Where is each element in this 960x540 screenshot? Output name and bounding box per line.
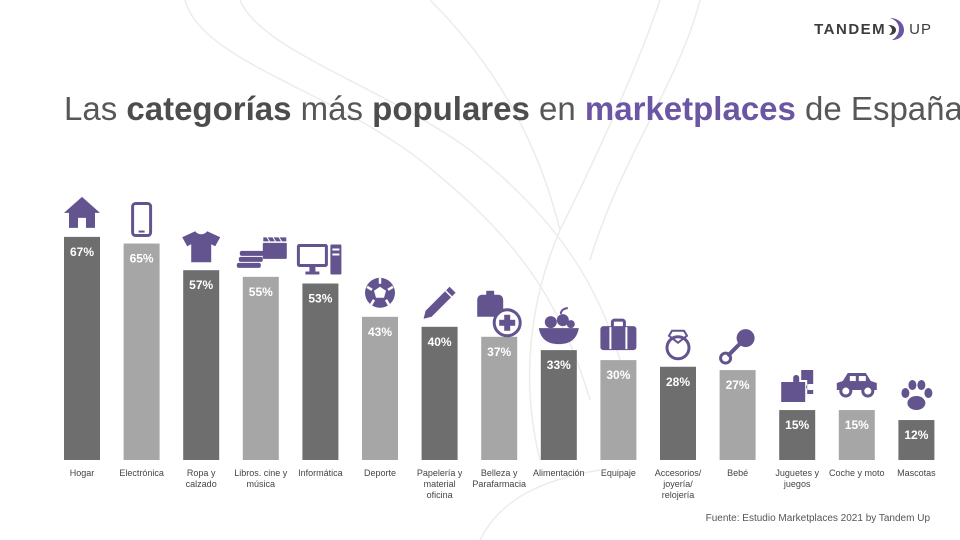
smartphone-icon [131, 202, 153, 238]
category-label: Equipaje [601, 468, 636, 478]
bar-value-label: 40% [428, 335, 452, 349]
bar-equipaje [600, 360, 637, 460]
bar-bebe [719, 370, 756, 460]
category-label: Libros. cine y música [234, 468, 288, 489]
bar-value-label: 33% [547, 358, 571, 372]
bar-value-label: 27% [726, 378, 750, 392]
bar-coche-y-moto [838, 410, 875, 460]
bar-belleza-y-parafarmacia [481, 336, 518, 460]
puzzle-icon [781, 370, 814, 403]
house-icon [64, 196, 100, 228]
bar-juguetes-y-juegos [779, 410, 816, 460]
category-label: Mascotas [897, 468, 936, 478]
pencil-icon [423, 286, 456, 319]
bar-value-label: 28% [666, 375, 690, 389]
bar-value-label: 37% [487, 345, 511, 359]
category-label: Informática [298, 468, 343, 478]
title-part-3: en [529, 90, 585, 127]
bar-value-label: 43% [368, 325, 392, 339]
books-clapperboard-icon [236, 236, 288, 268]
bar-value-label: 12% [904, 428, 928, 442]
bar-informatica [302, 283, 339, 460]
title-part-2: más [291, 90, 373, 127]
title-bold-populares: populares [372, 90, 530, 127]
bar-accesorios-joyeria-relojeria [660, 366, 696, 460]
tandem-up-logo: TANDEM UP [814, 16, 932, 42]
soccer-ball-icon [365, 277, 395, 308]
category-label: Papelería y material oficina [417, 468, 463, 500]
tshirt-icon [182, 231, 221, 263]
category-label: Ropa y calzado [186, 468, 217, 489]
category-label: Hogar [70, 468, 95, 478]
car-icon [836, 373, 877, 398]
suitcase-icon [600, 318, 637, 351]
logo-word-up: UP [909, 20, 932, 38]
category-label: Alimentación [533, 468, 585, 478]
bar-value-label: 30% [606, 368, 630, 382]
fruit-bowl-icon [538, 307, 579, 345]
category-label: Bebé [727, 468, 748, 478]
desktop-computer-icon [296, 244, 342, 275]
page-title: Las categorías más populares en marketpl… [64, 90, 960, 128]
category-label: Electrónica [119, 468, 164, 478]
category-label: Belleza y Parafarmacia [472, 468, 526, 489]
ring-icon [665, 329, 691, 361]
title-part-1: Las [64, 90, 127, 127]
category-label: Coche y moto [829, 468, 885, 478]
source-note: Fuente: Estudio Marketplaces 2021 by Tan… [705, 513, 930, 524]
bar-electronica [123, 243, 160, 460]
bar-papeleria-y-material-oficina [421, 326, 458, 460]
paw-icon [901, 380, 933, 411]
logo-word-tandem: TANDEM [814, 20, 887, 38]
logo-swoosh-icon [888, 18, 905, 40]
bar-value-label: 53% [308, 292, 332, 306]
bar-hogar [64, 236, 100, 460]
title-accent-marketplaces: marketplaces [584, 90, 796, 127]
bar-value-label: 15% [785, 418, 809, 432]
bar-mascotas [898, 420, 935, 460]
bar-value-label: 55% [249, 285, 273, 299]
baby-rattle-icon [719, 329, 755, 365]
title-part-4: de España [795, 90, 960, 127]
perfume-medical-cross-icon [477, 290, 522, 338]
category-label: Juguetes y juegos [775, 468, 819, 489]
bar-ropa-y-calzado [183, 270, 220, 460]
bar-alimentacion [540, 350, 577, 460]
bar-value-label: 67% [70, 245, 94, 259]
bar-value-label: 15% [845, 418, 869, 432]
title-bold-categorias: categorías [126, 90, 292, 127]
category-label: Accesorios/joyería/relojería [655, 468, 702, 500]
bar-libros-cine-y-musica [242, 276, 279, 460]
bar-deporte [362, 316, 398, 460]
bar-value-label: 57% [189, 278, 213, 292]
category-label: Deporte [364, 468, 396, 478]
bar-value-label: 65% [130, 252, 154, 266]
